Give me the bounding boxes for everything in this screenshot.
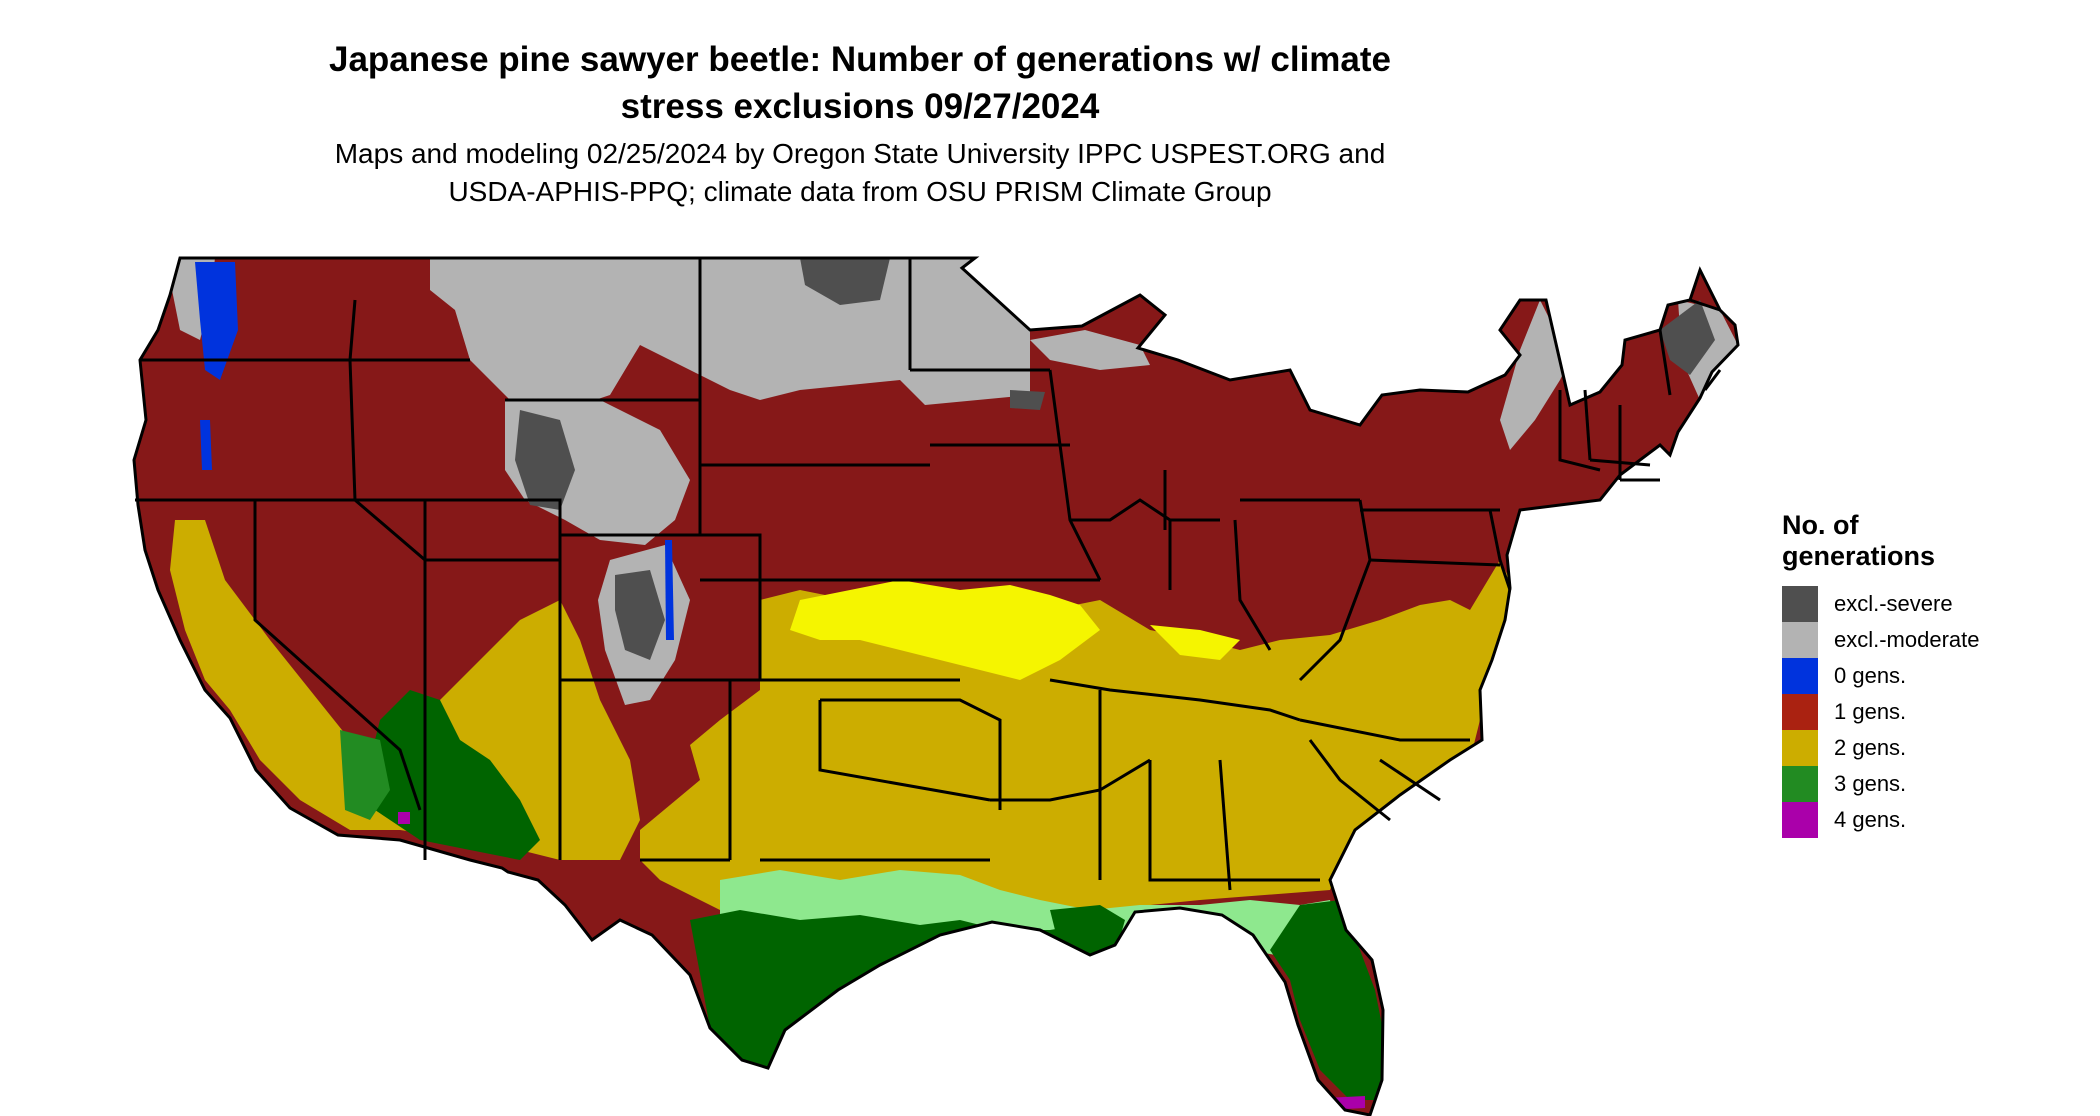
legend-item: 1 gens. xyxy=(1782,694,1980,730)
legend-swatch xyxy=(1782,694,1818,730)
ex-mod-1-zone xyxy=(430,258,1030,410)
gen2-bright-2-zone xyxy=(1150,625,1240,660)
gen3-ca-zone xyxy=(340,730,390,820)
legend-label: 4 gens. xyxy=(1834,807,1907,832)
legend-swatch xyxy=(1782,622,1818,658)
gen2-west-zone xyxy=(170,520,640,860)
subtitle-line-1: Maps and modeling 02/25/2024 by Oregon S… xyxy=(334,138,1386,169)
legend-item: excl.-moderate xyxy=(1782,622,1980,658)
legend-title-line-2: generations xyxy=(1782,541,1936,571)
legend-label: 3 gens. xyxy=(1834,771,1907,796)
legend-item: 2 gens. xyxy=(1782,730,1980,766)
state-borders xyxy=(132,256,1740,1116)
ex-sev-5-zone xyxy=(1010,390,1045,410)
ex-sev-3-zone xyxy=(800,258,890,305)
legend: No. of generations excl.-severe excl.-mod… xyxy=(1782,510,1980,838)
zero-1-zone xyxy=(195,262,238,380)
zero-3-zone xyxy=(665,540,674,640)
gen4-az-zone xyxy=(398,812,410,824)
legend-label: 1 gens. xyxy=(1834,699,1907,724)
legend-swatch xyxy=(1782,730,1818,766)
ex-sev-1-zone xyxy=(515,410,575,510)
title-line-1: Japanese pine sawyer beetle: Number of g… xyxy=(328,40,1392,79)
legend-label: 2 gens. xyxy=(1834,735,1907,760)
title-line-2: stress exclusions 09/27/2024 xyxy=(620,87,1100,126)
legend-swatch xyxy=(1782,586,1818,622)
legend-item: 0 gens. xyxy=(1782,658,1980,694)
ex-sev-4-zone xyxy=(1660,300,1715,375)
legend-label: 0 gens. xyxy=(1834,663,1907,688)
gen3-gulf-dark-zone xyxy=(690,910,1110,1068)
legend-items: excl.-severe excl.-moderate 0 gens. 1 gens.… xyxy=(1782,586,1980,838)
legend-label: excl.-severe xyxy=(1834,591,1953,616)
legend-swatch xyxy=(1782,658,1818,694)
legend-item: excl.-severe xyxy=(1782,586,1980,622)
ex-sev-2-zone xyxy=(615,570,665,660)
legend-item: 4 gens. xyxy=(1782,802,1980,838)
gen3-fl-zone xyxy=(1270,900,1385,1100)
gen2-bright-zone xyxy=(790,580,1100,680)
legend-item: 3 gens. xyxy=(1782,766,1980,802)
legend-title-line-1: No. of xyxy=(1782,510,1859,540)
legend-title: No. of generations xyxy=(1782,510,1980,572)
subtitle-line-2: USDA-APHIS-PPQ; climate data from OSU PR… xyxy=(448,176,1272,207)
gen3-la-zone xyxy=(1050,905,1125,960)
legend-swatch xyxy=(1782,766,1818,802)
legend-label: excl.-moderate xyxy=(1834,627,1980,652)
legend-swatch xyxy=(1782,802,1818,838)
map-subtitle: Maps and modeling 02/25/2024 by Oregon S… xyxy=(280,135,1440,211)
ex-mod-4-zone xyxy=(1030,330,1150,370)
gen2-main-zone xyxy=(640,560,1520,920)
ex-mod-5-zone xyxy=(1500,300,1570,450)
zero-2-zone xyxy=(200,420,212,470)
map-title: Japanese pine sawyer beetle: Number of g… xyxy=(280,36,1440,130)
